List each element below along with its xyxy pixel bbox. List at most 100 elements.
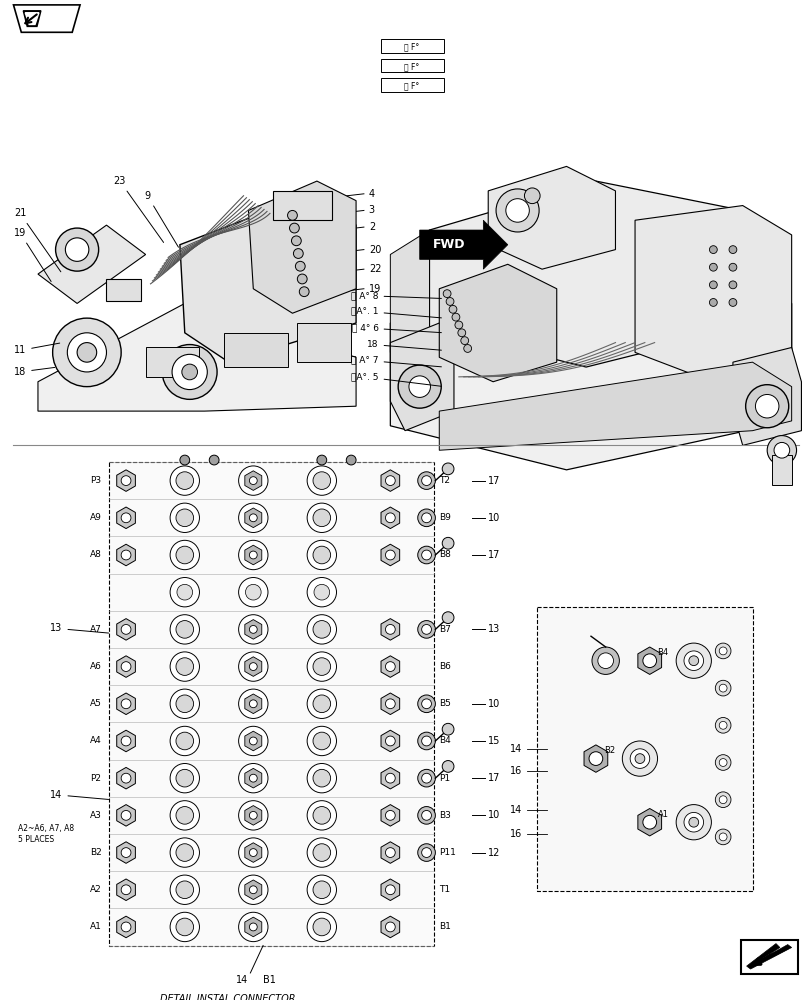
Bar: [106, 279, 140, 301]
Circle shape: [421, 810, 431, 820]
Circle shape: [442, 463, 453, 475]
Circle shape: [312, 472, 330, 489]
Circle shape: [297, 274, 307, 284]
Text: B6: B6: [439, 662, 451, 671]
Circle shape: [719, 833, 726, 841]
Text: 14: 14: [50, 790, 109, 800]
Circle shape: [773, 442, 789, 458]
Text: B8: B8: [439, 550, 451, 559]
Circle shape: [421, 624, 431, 634]
Circle shape: [172, 354, 207, 390]
Circle shape: [312, 918, 330, 936]
Circle shape: [421, 773, 431, 783]
Text: 14: 14: [236, 975, 248, 985]
Polygon shape: [380, 507, 399, 529]
Polygon shape: [380, 879, 399, 901]
Circle shape: [385, 922, 395, 932]
Circle shape: [307, 466, 336, 495]
Text: 10: 10: [487, 810, 500, 820]
Text: 2: 2: [368, 222, 375, 232]
Circle shape: [238, 540, 268, 570]
Text: 区 A° 8: 区 A° 8: [350, 291, 441, 300]
Circle shape: [121, 662, 131, 671]
Circle shape: [121, 773, 131, 783]
Circle shape: [307, 726, 336, 756]
Circle shape: [249, 811, 257, 819]
Circle shape: [676, 643, 710, 678]
Circle shape: [385, 662, 395, 671]
Circle shape: [312, 769, 330, 787]
Text: 21: 21: [14, 208, 61, 272]
Polygon shape: [390, 264, 791, 470]
Circle shape: [312, 732, 330, 750]
Circle shape: [249, 551, 257, 559]
Text: 17: 17: [487, 773, 500, 783]
Polygon shape: [117, 470, 135, 491]
Circle shape: [53, 318, 121, 387]
Text: B4: B4: [657, 648, 668, 657]
Text: B1: B1: [263, 975, 276, 985]
Circle shape: [169, 652, 200, 681]
Text: P3: P3: [90, 476, 101, 485]
Circle shape: [121, 885, 131, 895]
Text: A1: A1: [657, 810, 667, 819]
Circle shape: [457, 329, 466, 337]
Bar: [771, 455, 791, 485]
Circle shape: [169, 615, 200, 644]
Text: 区A°. 1: 区A°. 1: [350, 307, 441, 318]
Circle shape: [307, 912, 336, 942]
Polygon shape: [117, 656, 135, 677]
Polygon shape: [380, 842, 399, 863]
Polygon shape: [380, 470, 399, 491]
Polygon shape: [25, 13, 39, 24]
Text: T2: T2: [439, 476, 450, 485]
Text: DETAIL INSTAL CONNECTOR.: DETAIL INSTAL CONNECTOR.: [159, 994, 298, 1000]
Circle shape: [461, 337, 468, 345]
Circle shape: [307, 801, 336, 830]
Circle shape: [307, 689, 336, 718]
Circle shape: [676, 805, 710, 840]
Text: A2~A6, A7, A8
5 PLACES: A2~A6, A7, A8 5 PLACES: [19, 824, 75, 844]
Circle shape: [249, 849, 257, 856]
Circle shape: [709, 281, 716, 289]
Circle shape: [385, 773, 395, 783]
Circle shape: [524, 188, 539, 204]
Circle shape: [249, 923, 257, 931]
Circle shape: [312, 807, 330, 824]
Circle shape: [496, 189, 539, 232]
Circle shape: [719, 796, 726, 804]
Polygon shape: [117, 767, 135, 789]
Circle shape: [249, 625, 257, 633]
Text: 10: 10: [487, 699, 500, 709]
Circle shape: [409, 376, 430, 397]
Circle shape: [238, 801, 268, 830]
Bar: [380, 78, 444, 92]
Circle shape: [385, 476, 395, 485]
Polygon shape: [732, 347, 800, 445]
Circle shape: [417, 807, 435, 824]
Text: B5: B5: [439, 699, 451, 708]
Circle shape: [417, 509, 435, 527]
Circle shape: [169, 801, 200, 830]
Text: B2: B2: [90, 848, 101, 857]
Circle shape: [385, 810, 395, 820]
Text: 区A°. 5: 区A°. 5: [350, 372, 441, 386]
Bar: [537, 607, 752, 891]
Text: 区 F°: 区 F°: [404, 62, 419, 71]
Circle shape: [417, 546, 435, 564]
Polygon shape: [583, 745, 607, 772]
Text: 13: 13: [487, 624, 500, 634]
Circle shape: [714, 717, 730, 733]
Polygon shape: [390, 230, 429, 352]
Polygon shape: [390, 323, 453, 431]
Circle shape: [312, 881, 330, 899]
Polygon shape: [180, 196, 356, 362]
Polygon shape: [245, 806, 261, 825]
Circle shape: [121, 848, 131, 857]
Bar: [740, 940, 796, 974]
Circle shape: [249, 737, 257, 745]
Text: A9: A9: [89, 513, 101, 522]
Polygon shape: [419, 220, 507, 269]
Circle shape: [505, 199, 529, 222]
Circle shape: [312, 546, 330, 564]
